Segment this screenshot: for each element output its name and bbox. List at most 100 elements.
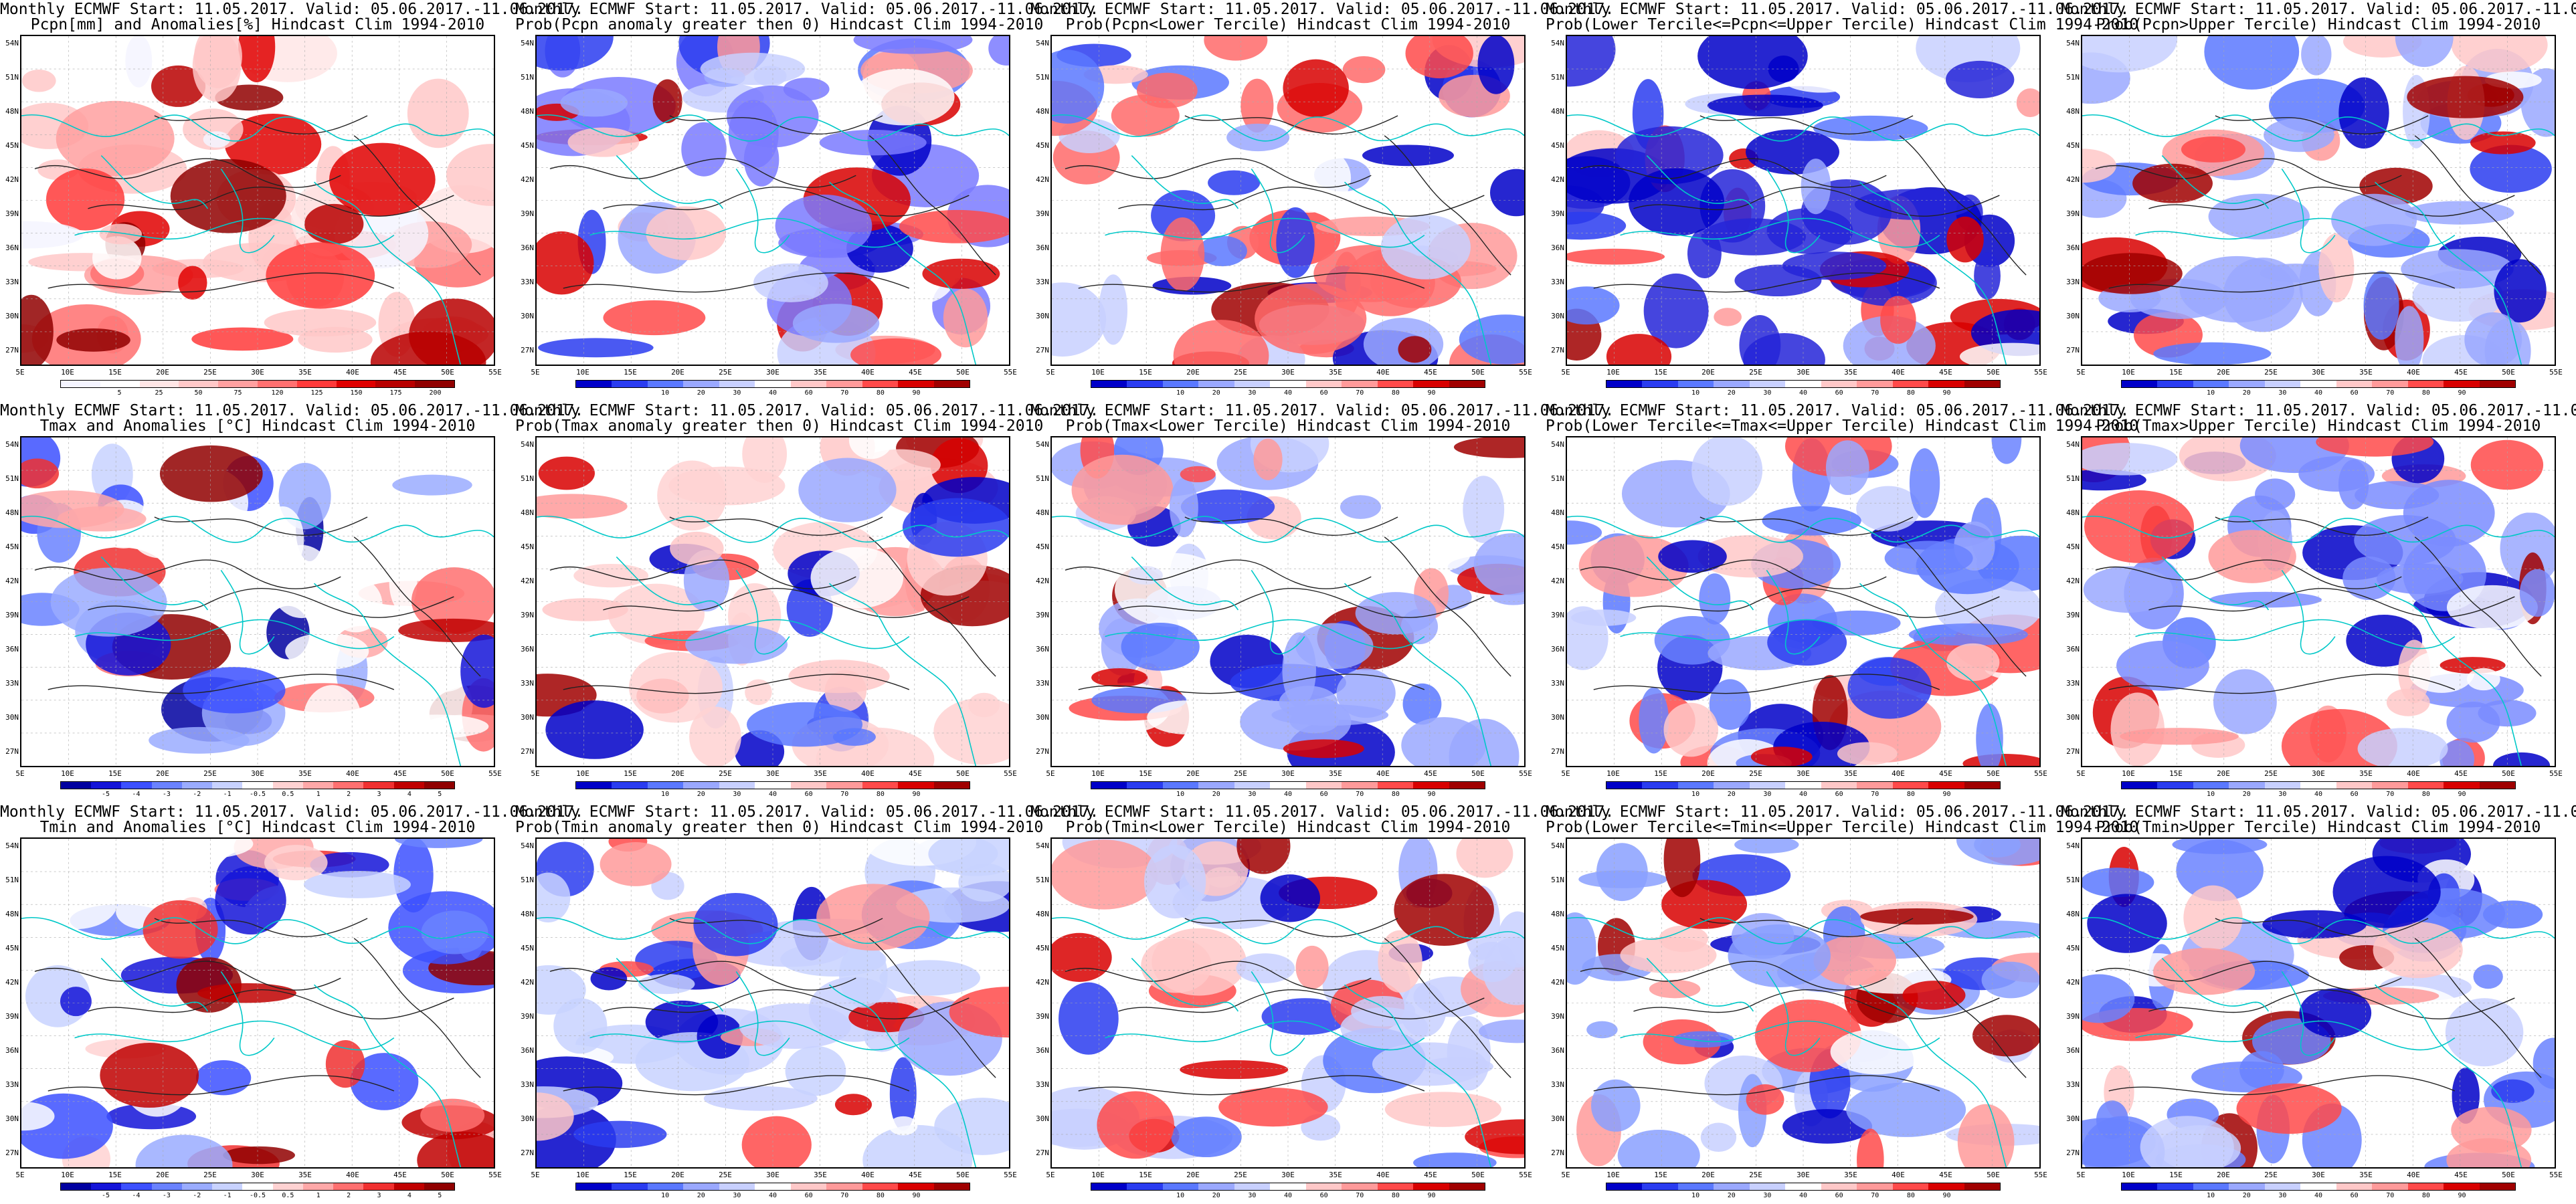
anomaly-field-patch [21,69,56,92]
anomaly-field-patch [1857,1128,1884,1167]
longitude-label: 55E [2549,769,2563,778]
colorbar-tick-label: 80 [1906,1192,1915,1199]
colorbar-tick-label: 50 [194,389,203,397]
anomaly-field-patch [1663,839,1701,898]
coastline [537,916,1009,944]
colorbar-segment [1821,782,1857,789]
colorbar-segment [2264,1183,2301,1190]
anomaly-field-patch [1567,520,1602,545]
coastline [616,556,724,611]
map-panel: Monthly ECMWF Start: 11.05.2017. Valid: … [1546,401,2138,803]
colorbar-tick-label: 20 [1212,791,1220,798]
colorbar-segment [826,1183,862,1190]
coastline [1344,583,1492,766]
anomaly-field-patch [2519,569,2555,617]
anomaly-field-patch [683,549,730,612]
colorbar-tick-label: 20 [1212,1192,1220,1199]
longitude-axis: 5E 10E 15E 20E 25E 30E 35E 40E 45E 50E 55E [1046,1171,1532,1180]
coastline [828,181,977,365]
map-panel: Monthly ECMWF Start: 11.05.2017. Valid: … [2061,0,2576,401]
coastline [537,515,1009,543]
anomaly-field-patch [785,1045,846,1096]
longitude-label: 35E [1844,368,1857,377]
anomaly-field-patch [2386,688,2430,716]
anomaly-field-patch [902,498,1009,557]
anomaly-field-patch [2082,443,2178,476]
anomaly-field-patch [1571,609,1637,626]
latitude-label: 51N [2066,73,2080,82]
anomaly-field-patch [2493,752,2551,766]
colorbar-segment [61,381,100,387]
colorbar-tick-label: 80 [1906,791,1915,798]
contour-line [2108,1075,2456,1096]
latitude-label: 33N [5,1080,19,1089]
map-area [2081,35,2556,366]
anomaly-field-patch [2208,530,2296,583]
colorbar-tick-label: 20 [1727,1192,1736,1199]
colorbar-tick-label: 60 [1319,1192,1328,1199]
latitude-label: 48N [521,910,534,918]
anomaly-field-patch [537,231,594,295]
longitude-label: 40E [2407,368,2420,377]
anomaly-field-patch [1620,936,1717,974]
longitude-label: 20E [2217,1171,2230,1179]
longitude-label: 45E [1939,769,1952,778]
anomaly-field-patch [1052,282,1107,357]
colorbar-tick-label: 60 [804,791,813,798]
colorbar-segment [212,1183,243,1190]
colorbar-segment [2300,782,2336,789]
colorbar-tick-label: 120 [271,389,284,397]
anomaly-field-patch [2096,1100,2128,1140]
contour-line [1580,158,1887,188]
longitude-label: 40E [1376,769,1390,778]
latitude-label: 42N [5,978,19,987]
anomaly-field-patch [1567,211,1627,240]
colorbar-segment [1857,782,1893,789]
longitude-label: 35E [298,1171,312,1179]
coastline [1251,569,1305,655]
coastline [220,168,275,254]
anomaly-field-patch [2087,894,2167,953]
latitude-label: 42N [1036,978,1049,987]
colorbar-segment [2264,782,2301,789]
colorbar-tick-label: 175 [389,389,402,397]
anomaly-field-patch [21,458,60,489]
latitude-label: 48N [1551,508,1564,517]
longitude-label: 50E [441,1171,454,1179]
colorbar-segment [1270,782,1306,789]
colorbar [2121,1183,2516,1191]
anomaly-field-patch [810,546,904,609]
latitude-label: 42N [2066,978,2080,987]
contour-line [88,989,454,1019]
anomaly-field-patch [178,266,207,300]
anomaly-field-patch [2264,118,2334,153]
anomaly-field-patch [1567,36,1616,87]
contour-line [353,536,481,677]
panel-title-line2: Pcpn[mm] and Anomalies[%] Hindcast Clim … [30,16,485,33]
longitude-label: 35E [2359,769,2373,778]
latitude-label: 33N [1551,679,1564,688]
anomaly-field-patch [1750,746,1813,766]
colorbar-ticks: -5 -4 -3 -2 -1 -0.5 0.5 1 2 3 4 5 [60,1192,455,1200]
latitude-label: 48N [2066,910,2080,918]
anomaly-field-patch [2470,144,2552,193]
contour-line [1078,1075,1425,1096]
longitude-label: 30E [1281,368,1295,377]
longitude-label: 35E [1329,368,1342,377]
colorbar-tick-label: 30 [1763,791,1772,798]
latitude-label: 54N [1551,440,1564,449]
latitude-label: 39N [2066,1012,2080,1021]
latitude-label: 45N [5,141,19,150]
latitude-label: 39N [5,209,19,218]
contour-line [2095,559,2402,589]
anomaly-field-patch [2363,270,2399,340]
contour-line [1899,938,2027,1078]
latitude-label: 51N [1551,876,1564,884]
anomaly-field-patch [285,633,369,670]
longitude-label: 15E [624,769,637,778]
longitude-label: 25E [1749,368,1762,377]
colorbar-tick-label: -0.5 [249,1192,266,1199]
colorbar-tick-label: 90 [1427,389,1436,397]
longitude-label: 5E [531,1171,540,1179]
colorbar-tick-label: 70 [1356,389,1364,397]
